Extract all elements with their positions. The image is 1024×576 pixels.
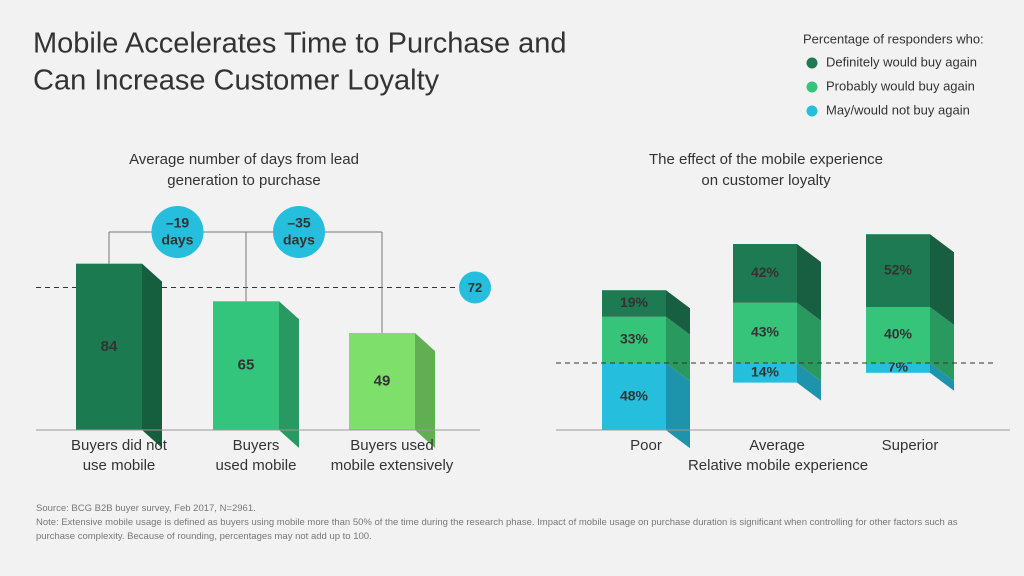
value-label: 65	[238, 357, 255, 374]
value-label: 40%	[884, 326, 913, 342]
legend-swatch	[806, 81, 818, 93]
value-label: 42%	[751, 264, 780, 280]
segment-front	[733, 363, 797, 383]
x-tick-label: Average	[749, 437, 805, 454]
bar-segment	[602, 290, 690, 335]
annotation-bubble	[273, 206, 325, 258]
segment-side	[797, 244, 821, 321]
x-tick-label: use mobile	[83, 457, 156, 474]
bar-segment	[733, 302, 821, 381]
annotation: –19	[166, 215, 190, 231]
value-label: 84	[101, 338, 118, 355]
x-tick-label: used mobile	[216, 457, 297, 474]
legend-label: Definitely would buy again	[826, 54, 977, 69]
x-tick-label: Buyers used	[350, 437, 433, 454]
segment-front	[602, 316, 666, 363]
bar-segment	[733, 244, 821, 321]
chart-title: The effect of the mobile experience	[649, 151, 883, 168]
value-label: 48%	[620, 387, 649, 403]
bar-segment	[602, 316, 690, 381]
segment-side	[797, 302, 821, 381]
segment-side	[666, 290, 690, 335]
bar-segment	[866, 363, 954, 391]
value-label: 14%	[751, 364, 780, 380]
legend-swatch	[806, 105, 818, 117]
segment-front	[602, 290, 666, 317]
segment-front	[733, 302, 797, 363]
x-axis-label: Relative mobile experience	[688, 457, 868, 474]
page-title: Can Increase Customer Loyalty	[33, 65, 440, 97]
x-tick-label: Buyers	[233, 437, 280, 454]
bar-segment	[602, 363, 690, 449]
bar-front	[213, 301, 279, 430]
annotation: –35	[287, 215, 311, 231]
segment-side	[666, 363, 690, 449]
legend-label: May/would not buy again	[826, 102, 970, 117]
bar-front	[76, 263, 142, 430]
bar-side	[279, 301, 299, 448]
source: Source: BCG B2B buyer survey, Feb 2017, …	[36, 503, 256, 514]
segment-front	[866, 363, 930, 373]
value-label: 52%	[884, 261, 913, 277]
chart-title: on customer loyalty	[701, 172, 831, 189]
legend-swatch	[806, 57, 818, 69]
bar	[349, 332, 435, 448]
chart-title: Average number of days from lead	[129, 151, 359, 168]
x-tick-label: Poor	[630, 437, 662, 454]
legend-title: Percentage of responders who:	[803, 31, 984, 46]
bar-front	[349, 332, 415, 430]
legend-label: Probably would buy again	[826, 78, 975, 93]
bar-segment	[733, 363, 821, 401]
note: Note: Extensive mobile usage is defined …	[36, 517, 958, 542]
annotation: days	[283, 232, 315, 248]
bar	[213, 301, 299, 448]
segment-front	[602, 363, 666, 431]
annotation-bubble	[151, 206, 204, 258]
value-label: 49	[374, 372, 391, 389]
annotation: days	[162, 232, 194, 248]
segment-front	[866, 307, 930, 363]
reference-label: 72	[468, 280, 482, 295]
segment-side	[797, 363, 821, 401]
bar-segment	[866, 234, 954, 325]
segment-side	[930, 363, 954, 391]
chart-title: generation to purchase	[167, 172, 320, 189]
page-title: Mobile Accelerates Time to Purchase and	[33, 28, 567, 60]
segment-front	[733, 244, 797, 303]
segment-front	[866, 234, 930, 307]
value-label: 43%	[751, 324, 780, 340]
segment-side	[666, 316, 690, 381]
footnotes: Source: BCG B2B buyer survey, Feb 2017, …	[36, 502, 996, 544]
x-tick-label: Buyers did not	[71, 437, 168, 454]
value-label: 19%	[620, 294, 649, 310]
value-label: 33%	[620, 331, 649, 347]
x-tick-label: Superior	[882, 437, 939, 454]
x-tick-label: mobile extensively	[331, 457, 454, 474]
bar-side	[415, 332, 435, 448]
bar-side	[142, 263, 162, 448]
bar	[76, 263, 162, 448]
segment-side	[930, 234, 954, 325]
reference-bubble	[459, 271, 491, 304]
